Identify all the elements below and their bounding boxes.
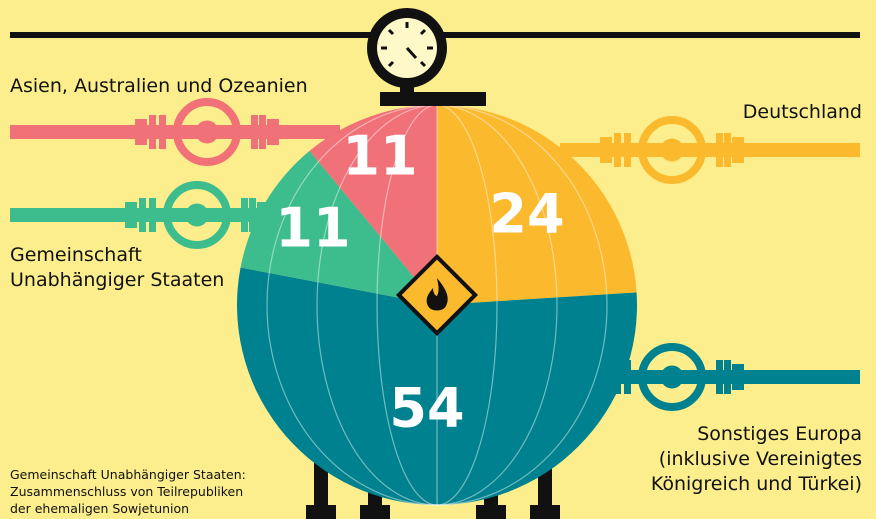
- pipe-flange: [716, 360, 723, 394]
- pipe-flange: [249, 198, 256, 232]
- value-label: 24: [489, 183, 564, 246]
- category-label: Deutschland: [742, 101, 862, 123]
- footnote: Gemeinschaft Unabhängiger Staaten: Zusam…: [10, 467, 246, 516]
- pipe-coupling: [732, 364, 744, 390]
- pipe-flange: [251, 115, 258, 149]
- value-label: 54: [389, 377, 464, 440]
- pie-slice: [240, 150, 437, 305]
- pipe-flange: [241, 198, 248, 232]
- pipe-flange: [149, 115, 156, 149]
- pipe-coupling: [267, 119, 279, 145]
- pipe: [560, 143, 860, 157]
- pipe-flange: [724, 133, 731, 167]
- pipe-flange: [624, 360, 631, 394]
- pipe-coupling: [135, 119, 147, 145]
- pipe-flange: [139, 198, 146, 232]
- value-label: 11: [275, 197, 350, 260]
- pie-slice: [236, 267, 638, 506]
- category-label: Gemeinschaft Unabhängiger Staaten: [10, 244, 225, 291]
- pipe-flange: [614, 133, 621, 167]
- valve-wheel: [638, 343, 706, 411]
- pipe-coupling: [600, 137, 612, 163]
- pipe-coupling: [125, 202, 137, 228]
- value-label: 11: [342, 125, 417, 188]
- valve-wheel: [173, 98, 241, 166]
- pipe-flange: [259, 115, 266, 149]
- pie-slice: [309, 105, 437, 305]
- hazard-sign: [395, 253, 479, 337]
- pipe-flange: [149, 198, 156, 232]
- pie-slice: [437, 105, 637, 305]
- gauge: [10, 8, 860, 106]
- category-label: Sonstiges Europa (inklusive Vereinigtes …: [650, 423, 862, 495]
- pipe-flange: [159, 115, 166, 149]
- category-label: Asien, Australien und Ozeanien: [10, 75, 308, 97]
- valve-wheel: [638, 116, 706, 184]
- pipe-coupling: [732, 137, 744, 163]
- pipe-flange: [724, 360, 731, 394]
- valve-wheel: [163, 181, 231, 249]
- pipe-flange: [624, 133, 631, 167]
- pipe-flange: [716, 133, 723, 167]
